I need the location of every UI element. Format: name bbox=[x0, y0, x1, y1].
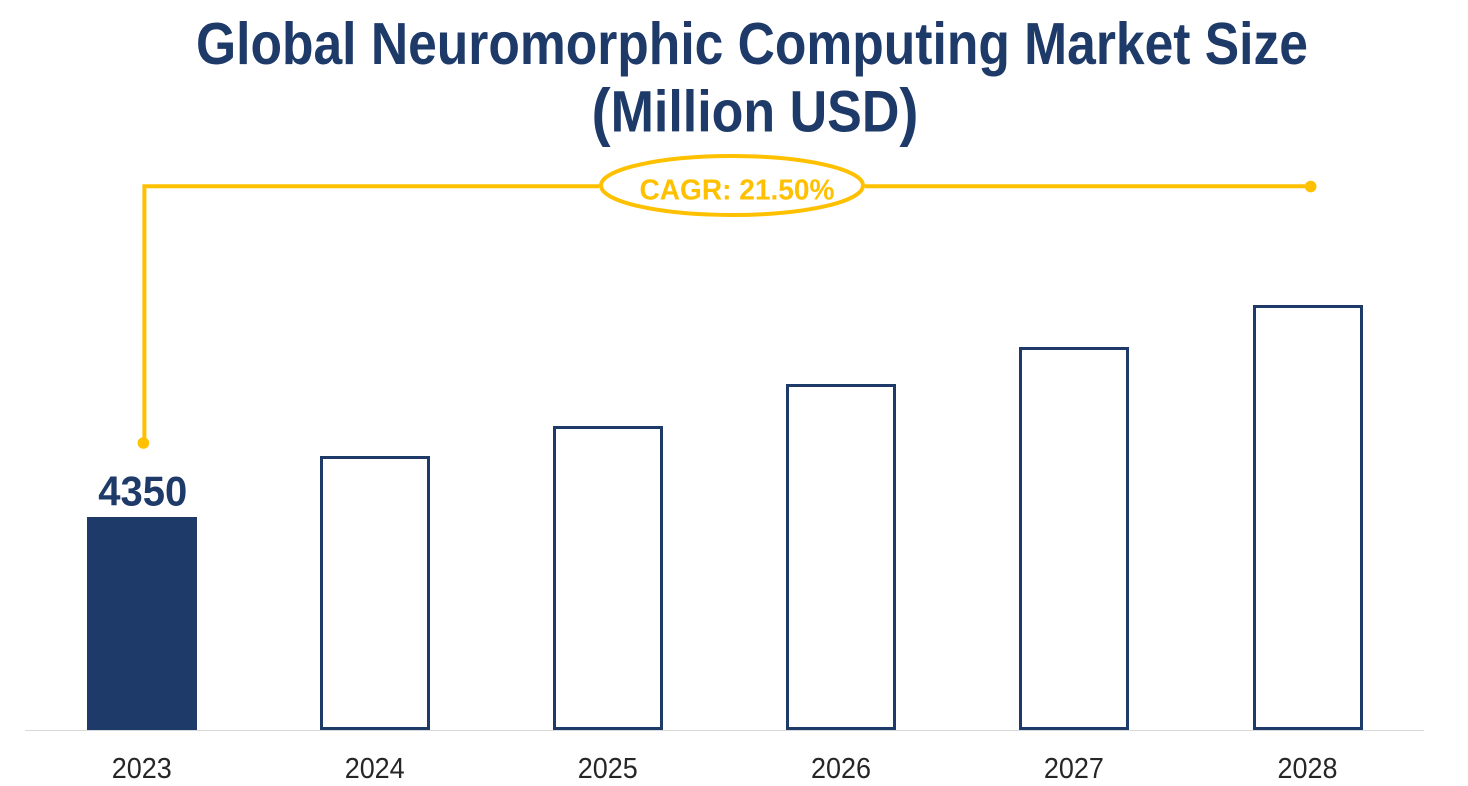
svg-text:2026: 2026 bbox=[811, 753, 871, 785]
svg-text:2023: 2023 bbox=[112, 753, 172, 785]
svg-text:(Million USD): (Million USD) bbox=[592, 76, 919, 148]
svg-text:CAGR: 21.50%: CAGR: 21.50% bbox=[640, 174, 835, 206]
svg-text:2028: 2028 bbox=[1278, 753, 1338, 785]
svg-text:2024: 2024 bbox=[345, 753, 405, 785]
svg-text:Global Neuromorphic Computing: Global Neuromorphic Computing Market Siz… bbox=[196, 11, 1308, 77]
svg-text:2025: 2025 bbox=[578, 753, 638, 785]
svg-text:2027: 2027 bbox=[1044, 753, 1104, 785]
svg-text:4350: 4350 bbox=[98, 468, 187, 515]
